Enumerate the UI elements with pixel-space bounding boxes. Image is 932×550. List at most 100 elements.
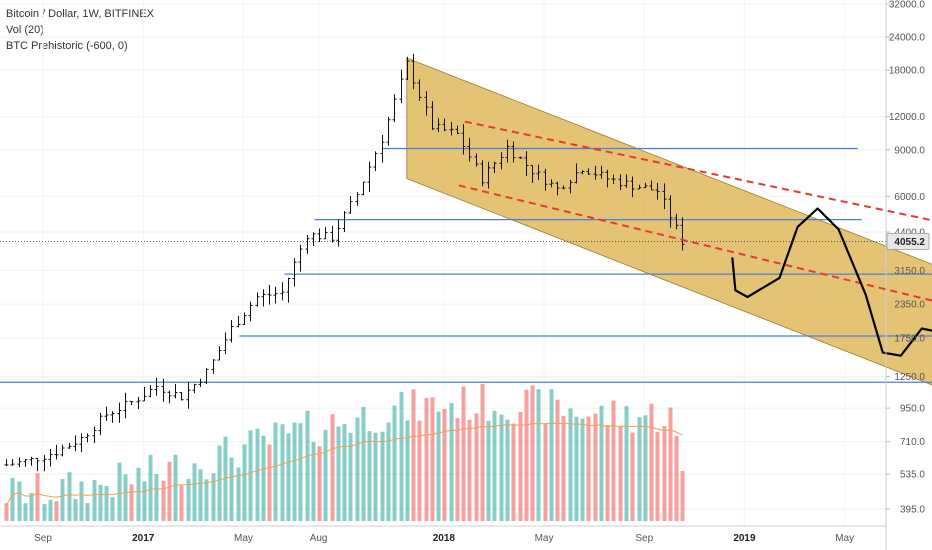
volume-bar bbox=[23, 503, 28, 521]
time-tick-label: May bbox=[234, 533, 253, 544]
volume-bar bbox=[430, 397, 435, 521]
volume-bar bbox=[92, 479, 97, 521]
time-tick-label: Aug bbox=[310, 533, 328, 544]
support-lines bbox=[0, 147, 932, 383]
price-tick-label: 6000.0 bbox=[894, 192, 925, 203]
price-tick-label: 1250.0 bbox=[894, 372, 925, 383]
volume-bar bbox=[555, 399, 560, 521]
volume-bar bbox=[73, 499, 78, 521]
volume-bar bbox=[637, 417, 642, 521]
volume-bar bbox=[142, 481, 147, 521]
volume-bar bbox=[236, 467, 241, 521]
time-tick-label: 2018 bbox=[433, 533, 456, 544]
volume-bar bbox=[17, 481, 22, 521]
volume-bar bbox=[492, 410, 497, 521]
volume-bar bbox=[48, 499, 53, 521]
volume-bar bbox=[35, 473, 40, 521]
trend-dashed-line bbox=[458, 184, 932, 302]
volume-bar bbox=[255, 428, 260, 521]
volume-bar bbox=[367, 431, 372, 521]
price-tick-label: 710.0 bbox=[900, 437, 925, 448]
volume-bar bbox=[355, 417, 360, 521]
legend-volume: Vol (20) bbox=[6, 24, 44, 36]
price-tick-label: 395.0 bbox=[900, 505, 925, 516]
volume-bar bbox=[305, 410, 310, 521]
time-tick-label: 2017 bbox=[132, 533, 155, 544]
volume-bar bbox=[399, 391, 404, 521]
price-tick-label: 535.0 bbox=[900, 470, 925, 481]
volume-bar bbox=[518, 411, 523, 521]
price-tick-label: 24000.0 bbox=[889, 33, 926, 44]
volume-bar bbox=[499, 414, 504, 521]
volume-bar bbox=[336, 426, 341, 521]
time-tick-label: 2019 bbox=[733, 533, 756, 544]
price-tick-label: 32000.0 bbox=[889, 0, 926, 11]
volume-bar bbox=[110, 497, 115, 521]
volume-bar bbox=[261, 435, 266, 521]
volume-bar bbox=[60, 479, 65, 521]
volume-bar bbox=[680, 471, 685, 521]
volume-bar bbox=[380, 431, 385, 521]
volume-bar bbox=[611, 400, 616, 521]
time-tick-label: May bbox=[835, 533, 854, 544]
volume-bar bbox=[192, 463, 197, 521]
volume-bar bbox=[342, 424, 347, 521]
volume-bar bbox=[386, 422, 391, 521]
volume-bar bbox=[449, 403, 454, 521]
descending-channel bbox=[406, 57, 932, 386]
volume-bar bbox=[167, 461, 172, 521]
volume-bar bbox=[129, 484, 134, 521]
volume-bar bbox=[511, 423, 516, 521]
price-tick-label: 950.0 bbox=[900, 404, 925, 415]
volume-bar bbox=[505, 419, 510, 521]
volume-bar bbox=[530, 385, 535, 521]
volume-bar bbox=[292, 422, 297, 521]
price-tick-label: 3150.0 bbox=[894, 266, 925, 277]
volume-bar bbox=[599, 405, 604, 521]
trend-dashed-lines bbox=[458, 120, 932, 302]
volume-bar bbox=[154, 474, 159, 521]
volume-bar bbox=[411, 389, 416, 521]
volume-bar bbox=[474, 413, 479, 521]
time-tick-label: Sep bbox=[34, 533, 52, 544]
volume-bar bbox=[186, 478, 191, 521]
volume-bar bbox=[486, 420, 491, 521]
volume-bar bbox=[29, 492, 34, 521]
volume-bar bbox=[655, 431, 660, 521]
volume-bar bbox=[561, 415, 566, 521]
volume-bar bbox=[79, 481, 84, 521]
volume-bar bbox=[668, 407, 673, 521]
volume-bar bbox=[361, 406, 366, 521]
volume-bar bbox=[480, 383, 485, 521]
time-tick-label: May bbox=[535, 533, 554, 544]
volume-bar bbox=[568, 408, 573, 521]
volume-bar bbox=[348, 432, 353, 521]
volume-bar bbox=[330, 414, 335, 521]
price-tick-label: 18000.0 bbox=[889, 66, 926, 77]
volume-bar bbox=[85, 503, 90, 521]
volume-bar bbox=[574, 416, 579, 521]
volume-bar bbox=[161, 480, 166, 521]
volume-bar bbox=[392, 405, 397, 521]
volume-bar bbox=[605, 424, 610, 521]
volume-bar bbox=[524, 389, 529, 521]
volume-bar bbox=[467, 419, 472, 521]
price-tick-label: 2350.0 bbox=[894, 300, 925, 311]
volume-bar bbox=[286, 433, 291, 521]
volume-bar bbox=[630, 432, 635, 521]
volume-bar bbox=[204, 479, 209, 521]
volume-bar bbox=[217, 445, 222, 521]
price-tick-label: 1750.0 bbox=[894, 333, 925, 344]
volume-bar bbox=[442, 408, 447, 521]
volume-bar bbox=[248, 430, 253, 521]
time-axis: Sep2017MayAug2018MaySep2019MaySep2020May bbox=[0, 525, 886, 544]
volume-bar bbox=[211, 473, 216, 521]
volume-bar bbox=[593, 413, 598, 521]
volume-bar bbox=[549, 389, 554, 521]
volume-bar bbox=[98, 484, 103, 521]
last-price-tag: 4055.2 bbox=[886, 232, 930, 250]
volume-bar bbox=[179, 485, 184, 521]
volume-bar bbox=[267, 444, 272, 521]
volume-bar bbox=[373, 432, 378, 521]
